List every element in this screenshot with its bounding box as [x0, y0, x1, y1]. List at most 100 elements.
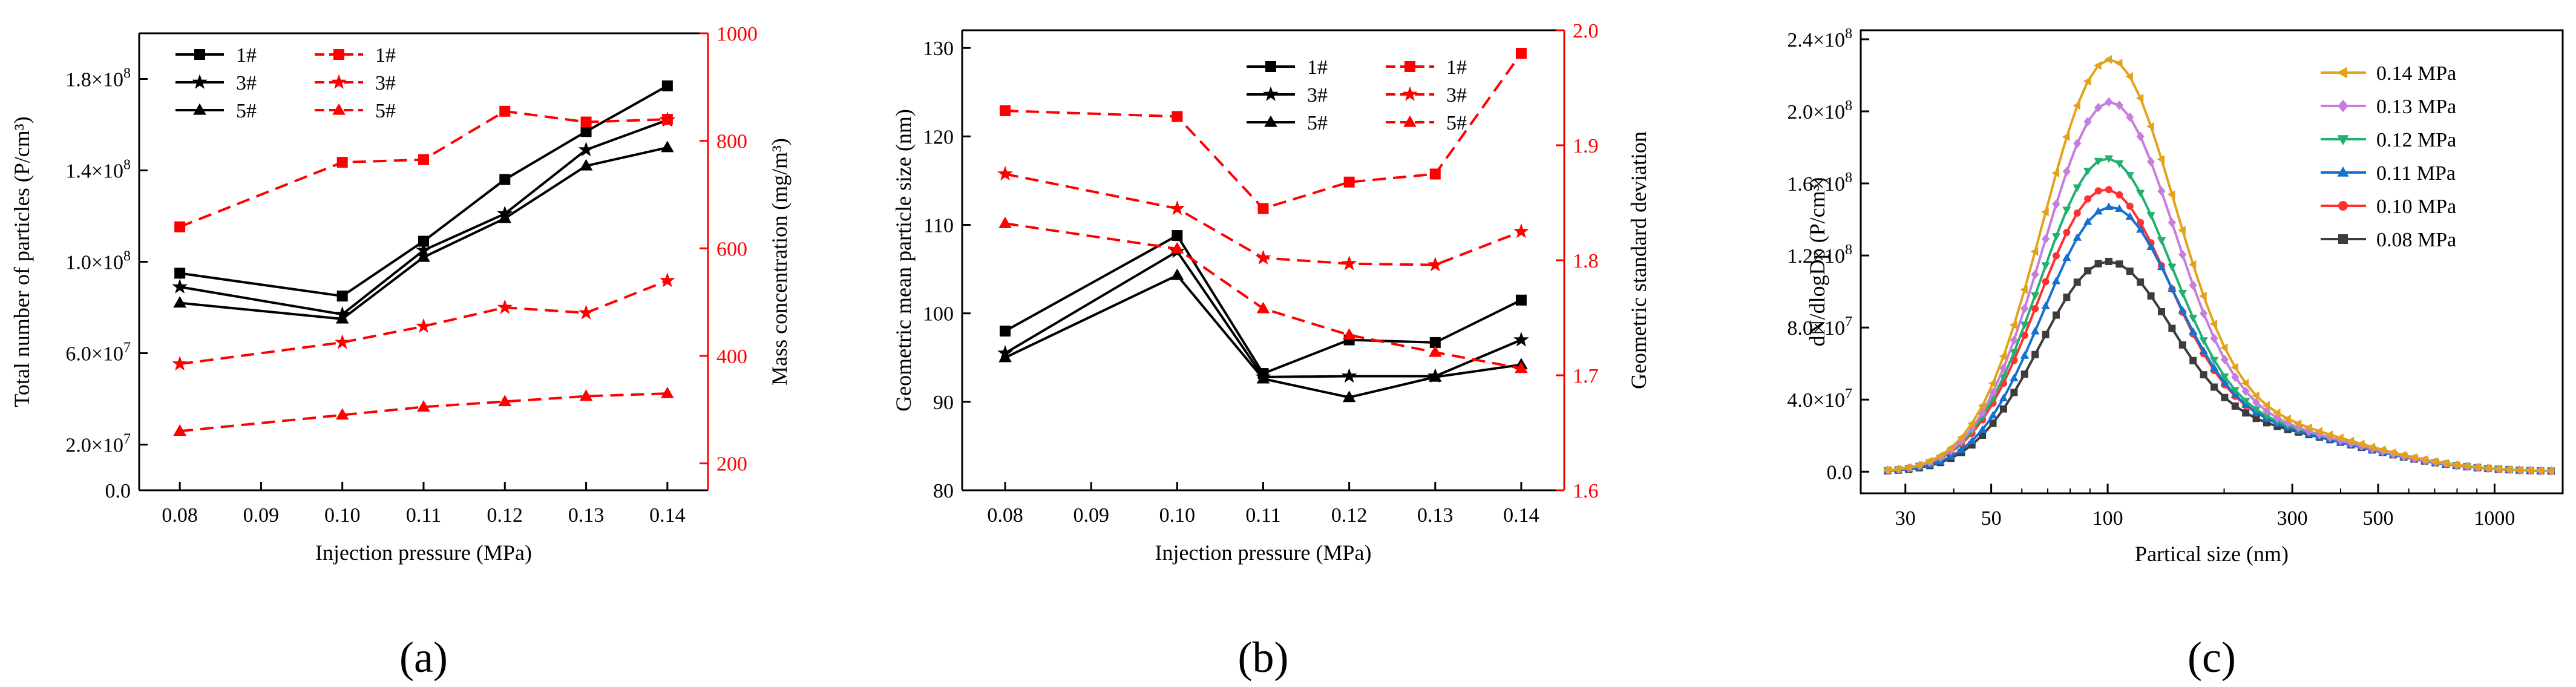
data-point: [2020, 321, 2029, 330]
legend-marker: [1263, 86, 1279, 101]
data-point: [2231, 372, 2240, 382]
y-left-tick-label: 110: [923, 215, 954, 237]
data-point: [2178, 289, 2187, 298]
y-right-tick-label: 1.6: [1573, 480, 1599, 502]
data-point: [2030, 292, 2040, 300]
data-point: [2378, 445, 2386, 455]
y-left-tick-label: 0.0: [105, 480, 131, 502]
data-point: [2420, 455, 2428, 464]
data-point: [1341, 255, 1357, 271]
legend-label: 3#: [375, 72, 396, 94]
data-point: [172, 278, 188, 294]
data-point: [2041, 234, 2050, 244]
data-point: [1341, 368, 1357, 383]
data-point: [2126, 267, 2134, 275]
data-point: [2084, 267, 2092, 275]
data-point: [2252, 398, 2261, 407]
data-point: [2063, 294, 2071, 301]
data-point: [2041, 301, 2050, 309]
data-point: [2126, 202, 2134, 210]
data-point: [2051, 276, 2061, 284]
data-point: [1936, 451, 1944, 461]
data-point: [1999, 363, 2008, 373]
data-point: [2073, 209, 2081, 217]
data-point: [1256, 372, 1270, 384]
data-point: [2146, 242, 2155, 250]
data-point: [2073, 233, 2082, 241]
data-point: [2221, 393, 2229, 401]
series-line-left-2: [179, 146, 668, 320]
data-point: [2094, 61, 2102, 70]
series-line-left-0: [1005, 234, 1522, 375]
data-point: [2094, 260, 2102, 268]
data-point: [2115, 160, 2124, 168]
data-point: [2125, 172, 2134, 180]
data-point: [416, 318, 431, 333]
panel-label: (c): [2188, 633, 2236, 682]
data-point: [2116, 260, 2123, 268]
data-point: [2441, 459, 2449, 468]
data-point: [498, 395, 512, 407]
data-point: [2146, 122, 2154, 131]
data-point: [2094, 157, 2103, 166]
data-point: [174, 268, 186, 279]
legend-label: 3#: [1307, 84, 1328, 107]
legend-label: 5#: [375, 100, 396, 122]
y-left-tick-label: 80: [933, 480, 954, 502]
data-point: [1967, 419, 1975, 429]
data-point: [2315, 427, 2323, 436]
data-point: [2220, 355, 2229, 364]
data-point: [1428, 345, 1442, 357]
data-point: [2272, 408, 2281, 418]
data-point: [2200, 371, 2207, 379]
data-point: [1999, 352, 2007, 361]
data-point: [173, 296, 186, 308]
data-point: [1915, 460, 1922, 470]
data-point: [579, 159, 593, 171]
data-point: [2283, 414, 2291, 424]
data-point: [580, 126, 592, 137]
data-point: [2020, 285, 2028, 294]
x-tick-label: 0.10: [324, 504, 361, 527]
data-point: [2220, 373, 2229, 381]
data-point: [2168, 284, 2177, 292]
data-point: [1000, 325, 1011, 337]
y-left-axis-label: Geometric mean particle size (nm): [891, 109, 916, 412]
data-point: [2042, 278, 2050, 286]
data-point: [2293, 419, 2302, 429]
data-point: [2051, 168, 2060, 178]
y-tick-label: 1.6×108: [1787, 170, 1852, 196]
data-point: [1893, 464, 1902, 474]
data-point: [418, 154, 429, 165]
y-left-tick-label: 6.0×107: [65, 340, 131, 366]
data-point: [2388, 448, 2396, 457]
data-point: [1429, 337, 1441, 348]
data-point: [2168, 324, 2176, 332]
data-point: [1957, 445, 1966, 453]
data-point: [2242, 409, 2250, 417]
data-point: [2157, 186, 2166, 196]
data-point: [1978, 401, 1986, 410]
data-point: [2083, 168, 2093, 176]
data-point: [497, 299, 513, 314]
series-line-right-0: [179, 110, 667, 228]
data-point: [2189, 280, 2197, 291]
data-point: [2230, 363, 2238, 372]
data-point: [2062, 132, 2070, 142]
y-right-tick-label: 1000: [716, 23, 758, 45]
y-right-tick-label: 1.7: [1573, 365, 1599, 387]
data-point: [2262, 413, 2272, 421]
data-point: [2157, 154, 2165, 164]
data-point: [2325, 430, 2333, 439]
data-point: [1988, 410, 1998, 419]
data-point: [2063, 228, 2071, 236]
data-point: [2126, 112, 2134, 122]
y-left-tick-label: 90: [933, 392, 954, 414]
data-point: [1515, 294, 1527, 306]
data-point: [2157, 237, 2166, 245]
data-point: [2252, 406, 2261, 414]
series-line-right-2: [1005, 222, 1522, 370]
data-point: [1988, 379, 1996, 388]
data-point: [1978, 425, 1987, 433]
